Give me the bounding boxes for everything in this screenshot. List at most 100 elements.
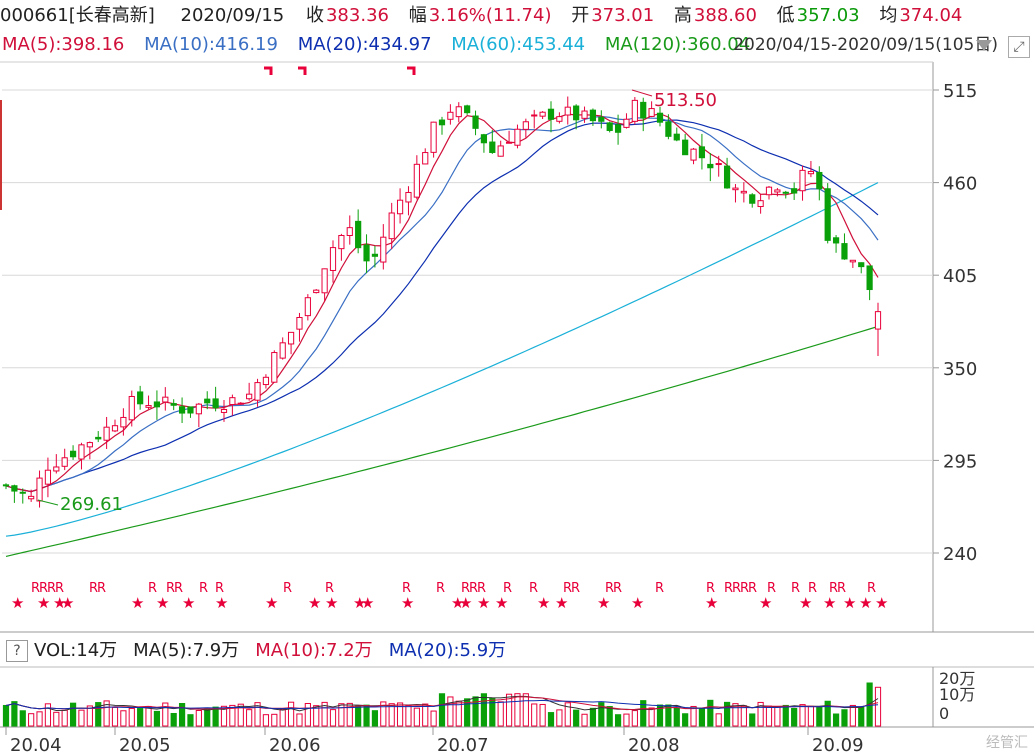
signal-r-marker: R	[97, 581, 106, 596]
candle-body	[690, 148, 697, 161]
signal-r-marker: R	[461, 581, 470, 596]
range-dropdown-icon[interactable]	[976, 40, 992, 51]
volume-bar	[849, 704, 856, 727]
open-label: 开	[571, 5, 590, 26]
signal-star-icon: ★	[477, 594, 490, 612]
candle-body	[849, 259, 856, 263]
candle-body	[195, 403, 202, 415]
volume-bar	[329, 709, 337, 727]
volume-bar	[539, 703, 546, 727]
volume-bar	[614, 714, 622, 727]
volume-bar	[371, 710, 379, 727]
candle-body	[413, 163, 420, 198]
volume-bar	[656, 704, 664, 727]
volume-bar	[832, 713, 840, 727]
signal-r-marker: R	[39, 581, 48, 596]
volume-bar	[665, 704, 672, 727]
candle-body	[455, 106, 462, 118]
y-tick-label: 350	[943, 359, 977, 380]
candle-body	[858, 262, 865, 268]
volume-bar	[749, 713, 756, 727]
volume-bar	[36, 711, 43, 727]
volume-bar	[648, 707, 655, 727]
candle-body	[380, 236, 387, 263]
signal-r-marker: R	[767, 581, 776, 596]
candle-body	[187, 406, 194, 414]
volume-bar	[682, 713, 689, 727]
volume-bar	[547, 712, 555, 727]
candle-body	[816, 171, 823, 190]
signal-star-icon: ★	[401, 594, 414, 612]
volume-bar	[589, 707, 597, 727]
ma20-legend: MA(20):434.97	[297, 34, 432, 55]
date-range[interactable]: 2020/04/15-2020/09/15(105日)	[733, 35, 998, 55]
candle-body	[556, 116, 563, 122]
x-tick-label: 20.08	[628, 735, 680, 756]
volume-bar	[128, 707, 135, 727]
volume-bar	[137, 708, 144, 727]
volume-bar	[338, 703, 345, 727]
signal-r-marker: R	[215, 581, 224, 596]
volume-bar	[438, 693, 446, 727]
ma60-line	[5, 182, 879, 537]
candle-body	[229, 397, 236, 406]
y-tick-label: 405	[943, 266, 977, 287]
candle-body	[874, 311, 882, 330]
signal-star-icon: ★	[61, 594, 74, 612]
volume-bar	[254, 702, 261, 727]
volume-bar	[195, 710, 202, 727]
volume-bar	[740, 705, 747, 727]
signal-star-icon: ★	[37, 594, 50, 612]
volume-bar	[229, 704, 236, 727]
volume-bar	[581, 713, 588, 727]
volume-bar	[824, 700, 831, 727]
expand-icon[interactable]: ⤢	[1008, 36, 1030, 58]
candle-body	[44, 469, 52, 485]
signal-r-marker: R	[837, 581, 846, 596]
volume-bar	[11, 701, 18, 727]
volume-bar	[505, 693, 513, 727]
low-value: 357.03	[796, 5, 860, 26]
candle-body	[430, 121, 437, 153]
volume-bar	[673, 707, 680, 727]
y-tick-label: 515	[943, 81, 977, 102]
candle-body	[489, 141, 496, 153]
candle-body	[296, 316, 303, 330]
signal-r-marker: R	[808, 581, 817, 596]
signal-star-icon: ★	[265, 594, 278, 612]
candle-body	[614, 124, 622, 133]
candle-body	[606, 122, 613, 131]
ma-legend: MA(5):398.16 MA(10):416.19 MA(20):434.97…	[0, 32, 764, 58]
high-annotation-pointer	[631, 89, 653, 97]
ma60-legend: MA(60):453.44	[451, 34, 586, 55]
volume-bar	[774, 706, 781, 727]
candle-body	[782, 191, 789, 194]
candle-body	[581, 110, 588, 119]
volume-bar	[170, 712, 177, 727]
candle-body	[866, 265, 873, 291]
candle-body	[212, 398, 219, 409]
candle-body	[824, 188, 831, 241]
y-tick-label: 460	[943, 174, 977, 195]
low-annotation-pointer	[37, 499, 59, 506]
volume-bar	[313, 705, 320, 727]
candle-body	[262, 376, 270, 386]
signal-star-icon: ★	[537, 594, 550, 612]
stock-code-name[interactable]: 000661[长春高新]	[0, 5, 155, 26]
volume-bar	[111, 706, 119, 727]
candle-body	[346, 227, 353, 237]
volume-bar	[799, 704, 806, 727]
candle-body	[539, 111, 546, 117]
candle-body	[774, 189, 781, 193]
candle-body	[698, 146, 706, 159]
signal-r-marker: R	[655, 581, 664, 596]
signal-star-icon: ★	[11, 594, 24, 612]
candle-body	[178, 406, 186, 414]
change-label: 幅	[408, 5, 427, 26]
volume-bar	[422, 703, 429, 727]
volume-bar	[28, 713, 35, 727]
help-icon[interactable]: ?	[6, 640, 28, 662]
signal-r-marker: R	[740, 581, 749, 596]
candle-body	[589, 109, 597, 122]
